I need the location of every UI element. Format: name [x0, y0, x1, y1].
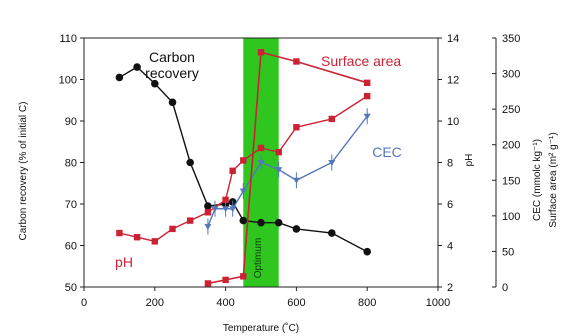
y-cec-tick-label: 350 — [502, 33, 520, 45]
series-label-cec: CEC — [372, 144, 402, 160]
series-line-cec — [207, 115, 368, 227]
series-label-ph: pH — [115, 254, 133, 270]
x-tick-label: 600 — [287, 297, 305, 309]
data-point — [204, 280, 212, 287]
data-point — [229, 167, 236, 174]
y-cec-axis-label: CEC (mmolc kg⁻¹) — [532, 139, 543, 221]
y-left-axis-label: Carbon recovery (% of initial C) — [18, 102, 29, 241]
data-point — [151, 238, 158, 245]
data-point — [328, 229, 336, 237]
data-point — [293, 124, 300, 131]
y-cec-tick-label: 200 — [502, 140, 520, 152]
data-point — [240, 157, 247, 164]
data-point — [292, 225, 301, 233]
y-cec-tick-label: 0 — [502, 282, 508, 294]
y-left-tick-label: 80 — [65, 158, 77, 170]
data-point — [204, 209, 212, 216]
data-point — [257, 144, 265, 152]
y-left-tick-label: 50 — [65, 282, 77, 294]
data-point — [257, 49, 265, 56]
y-left-tick-label: 100 — [59, 75, 77, 87]
data-point — [257, 218, 265, 227]
data-point — [275, 148, 282, 156]
y-ph-tick-label: 14 — [447, 33, 459, 45]
data-point — [240, 273, 247, 280]
data-point — [116, 229, 123, 237]
data-point — [363, 247, 372, 256]
y-cec-tick-label: 150 — [502, 175, 520, 187]
label-layer: Optimum Temperature (˚C) Carbon recovery (… — [18, 49, 559, 334]
y-cec-tick-label: 50 — [502, 246, 514, 258]
data-point — [293, 58, 300, 65]
data-point — [169, 225, 176, 233]
x-tick-label: 200 — [146, 297, 164, 309]
x-tick-label: 800 — [358, 297, 376, 309]
x-tick-label: 0 — [81, 297, 87, 309]
data-point — [168, 98, 177, 107]
series-label-carbon-line-1: Carbon — [149, 49, 195, 65]
data-point — [151, 79, 159, 88]
data-point — [133, 234, 141, 241]
y-surface-axis-label: Surface area (m² g⁻¹) — [548, 132, 559, 227]
series-label-carbon-recovery: Carbon recovery — [145, 49, 199, 81]
data-point — [133, 63, 141, 71]
data-point — [222, 276, 229, 284]
data-point — [204, 202, 212, 210]
y-left-tick-label: 70 — [65, 199, 77, 211]
y-cec-tick-label: 100 — [502, 211, 520, 223]
y-ph-tick-label: 12 — [447, 75, 459, 87]
data-point — [222, 196, 229, 204]
series-layer — [115, 49, 372, 287]
series-label-surface-area: Surface area — [321, 53, 401, 69]
series-label-carbon-line-2: recovery — [145, 65, 199, 81]
y-ph-tick-label: 6 — [447, 199, 453, 211]
data-point — [115, 73, 124, 82]
y-ph-tick-label: 2 — [447, 282, 453, 294]
data-point — [186, 158, 194, 167]
data-point — [274, 218, 283, 227]
data-point — [328, 115, 335, 123]
y-left-tick-label: 60 — [65, 241, 77, 253]
optimum-label: Optimum — [253, 238, 264, 279]
y-left-tick-label: 110 — [59, 33, 77, 45]
x-axis-label: Temperature (˚C) — [223, 322, 299, 334]
y-ph-tick-label: 4 — [447, 241, 453, 253]
data-point — [239, 216, 248, 225]
data-point — [364, 92, 371, 100]
y-ph-axis-label: pH — [464, 154, 475, 167]
y-left-tick-label: 90 — [65, 116, 77, 128]
x-tick-label: 1000 — [426, 297, 450, 309]
data-point — [187, 217, 194, 224]
x-tick-label: 400 — [216, 297, 234, 309]
axes-layer: 0 200 400 600 800 100050607080901001102468101… — [59, 33, 521, 309]
data-point — [364, 79, 371, 87]
y-ph-tick-label: 8 — [447, 158, 453, 170]
y-cec-tick-label: 250 — [502, 104, 520, 116]
y-cec-tick-label: 300 — [502, 69, 520, 81]
y-ph-tick-label: 10 — [447, 116, 459, 128]
